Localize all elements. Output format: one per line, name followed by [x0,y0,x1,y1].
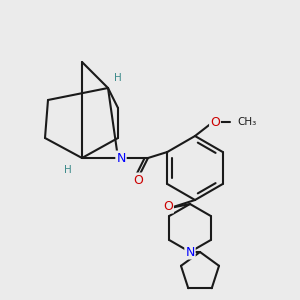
Text: N: N [185,245,195,259]
Text: H: H [64,165,72,175]
Text: H: H [114,73,122,83]
Text: N: N [116,152,126,164]
Text: O: O [210,116,220,128]
Text: O: O [133,173,143,187]
Text: CH₃: CH₃ [237,117,256,127]
Text: O: O [163,200,173,212]
